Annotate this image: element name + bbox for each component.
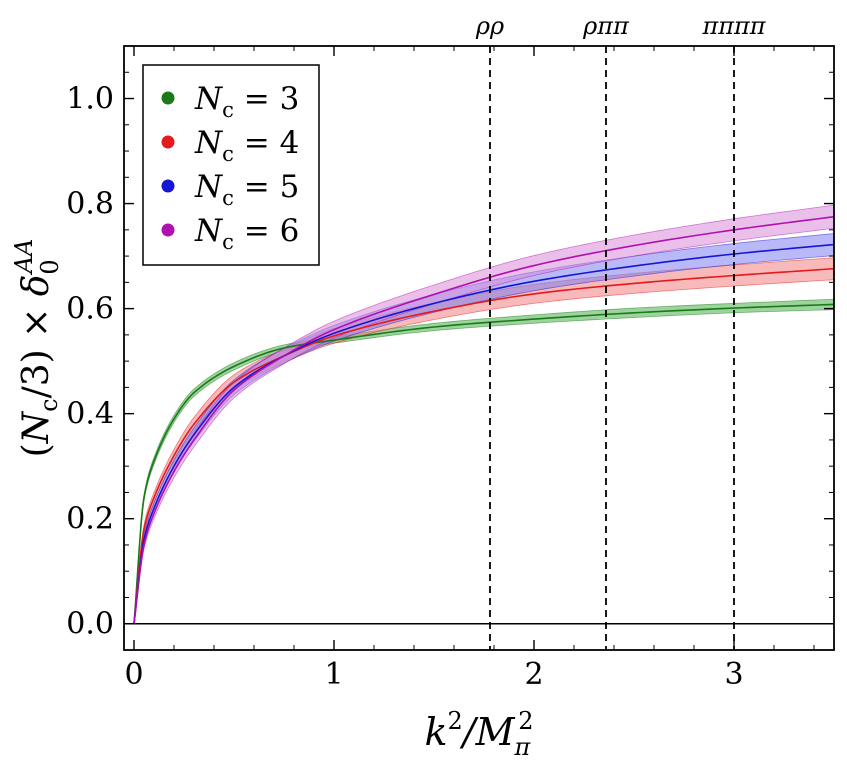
threshold-label-3: ππππ	[701, 12, 766, 40]
y-tick-label-2: 0.4	[66, 397, 114, 432]
x-tick-label-2: 2	[524, 657, 543, 692]
error-band-1	[133, 298, 834, 624]
axis-ticks: 0 1 2 3 0.0 0.2 0.4 0.6 0.8 1.0	[66, 46, 834, 692]
axes-frame	[123, 45, 835, 651]
y-tick-label-1: 0.2	[66, 502, 114, 537]
legend-marker-3	[161, 179, 175, 193]
x-tick-label-1: 1	[324, 657, 343, 692]
plot-frame	[123, 45, 835, 651]
legend-marker-1	[161, 91, 175, 105]
y-tick-label-0: 0.0	[66, 607, 114, 642]
x-tick-label-3: 3	[724, 657, 743, 692]
legend-marker-4	[161, 223, 175, 237]
legend-label-2: Nc = 4	[194, 125, 299, 166]
x-tick-label-0: 0	[124, 657, 143, 692]
error-band-4	[133, 204, 834, 624]
y-tick-label-4: 0.8	[66, 187, 114, 222]
y-axis-label: (Nc/3) × δ0AA	[10, 239, 64, 458]
legend-label-3: Nc = 5	[194, 169, 299, 210]
x-axis-label: k2/Mπ2	[424, 707, 533, 761]
y-tick-label-5: 1.0	[66, 82, 114, 117]
legend-label-1: Nc = 3	[194, 81, 299, 122]
threshold-label-1: ρρ	[475, 12, 504, 40]
threshold-label-2: ρππ	[582, 12, 630, 40]
legend-marker-2	[161, 135, 175, 149]
axis-labels: k2/Mπ2 (Nc/3) × δ0AA	[10, 239, 534, 761]
series-line-4	[133, 215, 834, 624]
y-tick-label-3: 0.6	[66, 292, 114, 327]
legend: Nc = 3Nc = 4Nc = 5Nc = 6	[142, 64, 320, 266]
error-bands	[133, 204, 834, 624]
legend-label-4: Nc = 6	[194, 213, 299, 254]
series-line-1	[133, 303, 834, 624]
series-lines	[133, 215, 834, 624]
threshold-lines: ρρ ρππ ππππ	[475, 12, 767, 650]
